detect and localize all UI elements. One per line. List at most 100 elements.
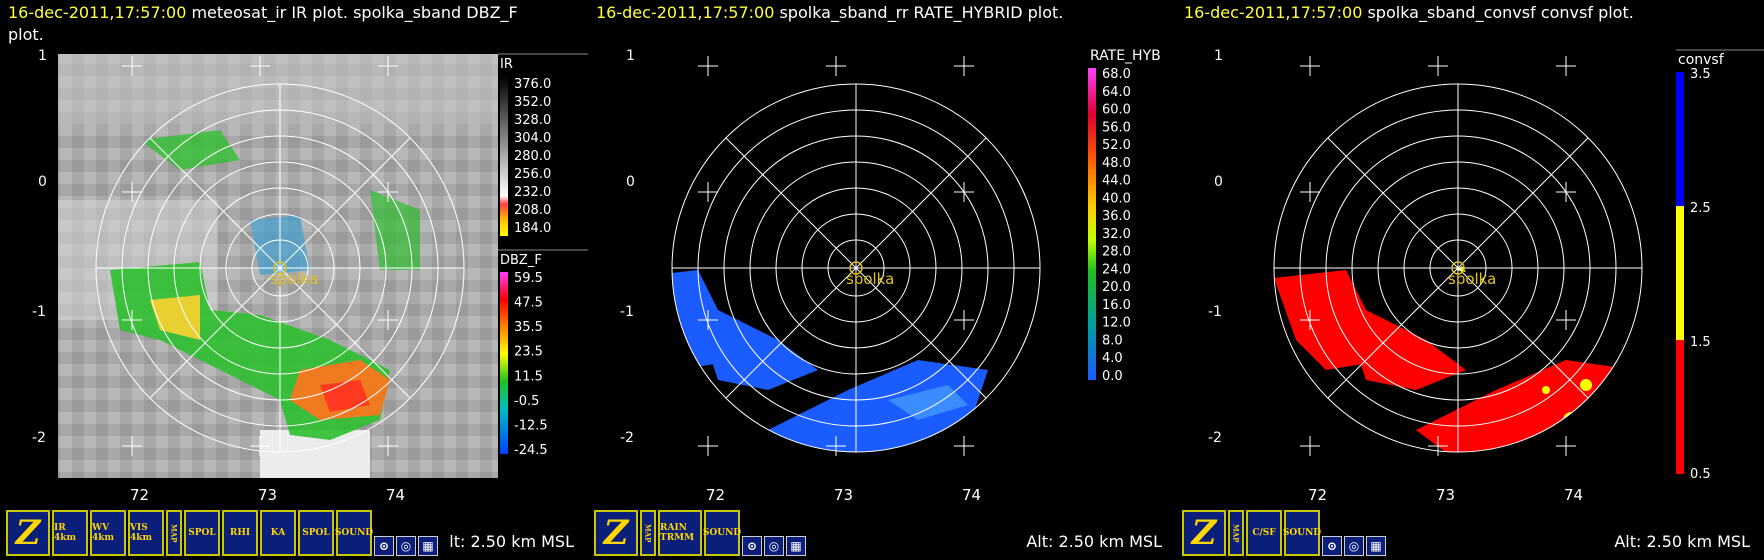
legend-tick: 0.0 xyxy=(1102,369,1123,384)
x-tick: 74 xyxy=(1564,486,1583,504)
legend-tick: 20.0 xyxy=(1102,280,1131,295)
legend-tick: 60.0 xyxy=(1102,103,1131,118)
ka-button[interactable]: KA xyxy=(260,510,296,556)
legend-tick: -24.5 xyxy=(514,443,548,458)
sounding-button[interactable]: SOUND xyxy=(1283,510,1321,556)
zoom-button[interactable]: Z xyxy=(6,510,50,556)
title-text: meteosat_ir IR plot. spolka_sband DBZ_F xyxy=(186,3,518,22)
grid-icon[interactable]: ▦ xyxy=(418,536,438,556)
rain-trmm-button[interactable]: RAIN TRMM xyxy=(658,510,702,556)
range-ring-icon[interactable]: ◎ xyxy=(396,536,416,556)
legend-tick: 64.0 xyxy=(1102,85,1131,100)
legend-title: DBZ_F xyxy=(500,253,542,268)
ir-colorbar xyxy=(500,76,508,236)
legend-tick: 8.0 xyxy=(1102,333,1123,348)
legend-tick: 3.5 xyxy=(1690,67,1711,82)
grid-icon[interactable]: ▦ xyxy=(1366,536,1386,556)
sounding-button[interactable]: SOUND xyxy=(703,510,741,556)
y-tick: -1 xyxy=(1208,304,1222,320)
legend-tick: 24.0 xyxy=(1102,262,1131,277)
legend-tick: 4.0 xyxy=(1102,351,1123,366)
legend-tick: 56.0 xyxy=(1102,120,1131,135)
legend-tick: 11.5 xyxy=(514,369,543,384)
radar-station-icon xyxy=(273,261,287,275)
rate-colorbar xyxy=(1088,68,1096,380)
y-tick: -2 xyxy=(1208,430,1222,446)
legend-tick: 28.0 xyxy=(1102,245,1131,260)
zoom-button[interactable]: Z xyxy=(1182,510,1226,556)
spol2-button[interactable]: SPOL xyxy=(298,510,334,556)
legend-tick: 0.5 xyxy=(1690,467,1711,482)
legend-tick: 47.5 xyxy=(514,296,543,311)
y-tick: 1 xyxy=(1214,48,1223,64)
legend-tick: 232.0 xyxy=(514,185,551,200)
title-text: spolka_sband_rr RATE_HYBRID plot. xyxy=(774,3,1064,22)
legend-tick: -0.5 xyxy=(514,394,539,409)
panel-convsf: 16-dec-2011,17:57:00 spolka_sband_convsf… xyxy=(1176,0,1764,560)
map-button[interactable]: MAP xyxy=(166,510,182,556)
legend-title: IR xyxy=(500,57,513,72)
legend-tick: 304.0 xyxy=(514,131,551,146)
panel-title: 16-dec-2011,17:57:00 meteosat_ir IR plot… xyxy=(8,2,518,24)
range-ring-icon[interactable]: ◎ xyxy=(764,536,784,556)
altitude-label: Alt: 2.50 km MSL xyxy=(1026,532,1162,551)
target-icon[interactable]: ⊙ xyxy=(742,536,762,556)
ir-button[interactable]: IR 4km xyxy=(52,510,88,556)
legend-tick: 59.5 xyxy=(514,271,543,286)
legend-tick: 40.0 xyxy=(1102,191,1131,206)
legend-tick: 184.0 xyxy=(514,221,551,236)
x-tick: 73 xyxy=(834,486,853,504)
vis-button[interactable]: VIS 4km xyxy=(128,510,164,556)
colorbar-red xyxy=(1676,340,1684,474)
panel-ir-dbz: 16-dec-2011,17:57:00 meteosat_ir IR plot… xyxy=(0,0,588,560)
station-label: spolka xyxy=(846,270,894,288)
x-tick: 73 xyxy=(1436,486,1455,504)
legend-tick: 23.5 xyxy=(514,345,543,360)
legend-tick: 2.5 xyxy=(1690,201,1711,216)
x-tick: 73 xyxy=(258,486,277,504)
grid-icon[interactable]: ▦ xyxy=(786,536,806,556)
sounding-button[interactable]: SOUND xyxy=(335,510,373,556)
timestamp: 16-dec-2011,17:57:00 xyxy=(1184,3,1363,22)
legend-tick: 280.0 xyxy=(514,149,551,164)
wv-button[interactable]: WV 4km xyxy=(90,510,126,556)
x-tick: 72 xyxy=(130,486,149,504)
toolbar: Z IR 4km WV 4km VIS 4km MAP SPOL RHI KA … xyxy=(6,508,438,556)
spol-button[interactable]: SPOL xyxy=(184,510,220,556)
legend-tick: 376.0 xyxy=(514,77,551,92)
convsf-plot[interactable]: spolka 1 0 -1 -2 72 73 74 convsf 3.5 2.5… xyxy=(1176,40,1764,508)
y-tick: -2 xyxy=(620,430,634,446)
panel-title: 16-dec-2011,17:57:00 spolka_sband_convsf… xyxy=(1184,2,1634,24)
legend-tick: 32.0 xyxy=(1102,227,1131,242)
y-tick: -1 xyxy=(620,304,634,320)
zoom-button[interactable]: Z xyxy=(594,510,638,556)
legend-tick: 44.0 xyxy=(1102,174,1131,189)
y-tick: -2 xyxy=(32,430,46,446)
target-icon[interactable]: ⊙ xyxy=(374,536,394,556)
altitude-label: Alt: 2.50 km MSL xyxy=(1614,532,1750,551)
map-button[interactable]: MAP xyxy=(640,510,656,556)
toolbar: Z MAP C/SF SOUND ⊙ ◎ ▦ xyxy=(1182,508,1386,556)
legend-tick: 12.0 xyxy=(1102,316,1131,331)
target-icon[interactable]: ⊙ xyxy=(1322,536,1342,556)
x-tick: 72 xyxy=(706,486,725,504)
rhi-button[interactable]: RHI xyxy=(222,510,258,556)
y-tick: 0 xyxy=(38,174,47,190)
radar-station-icon xyxy=(849,261,863,275)
map-button[interactable]: MAP xyxy=(1228,510,1244,556)
dbz-colorbar xyxy=(500,272,508,454)
radar-station-icon xyxy=(1451,261,1465,275)
rate-hybrid-plot[interactable]: spolka 1 0 -1 -2 72 73 74 RATE_HYB 68.0 6… xyxy=(588,40,1176,508)
panel-rate-hybrid: 16-dec-2011,17:57:00 spolka_sband_rr RAT… xyxy=(588,0,1176,560)
range-ring-icon[interactable]: ◎ xyxy=(1344,536,1364,556)
csf-button[interactable]: C/SF xyxy=(1246,510,1282,556)
x-tick: 74 xyxy=(386,486,405,504)
ir-dbz-plot[interactable]: spolka 1 0 -1 -2 72 73 74 IR 376.0 352.0 3… xyxy=(0,40,588,508)
timestamp: 16-dec-2011,17:57:00 xyxy=(596,3,775,22)
y-tick: -1 xyxy=(32,304,46,320)
station-label: spolka xyxy=(270,270,318,288)
legend-title: RATE_HYB xyxy=(1090,48,1161,64)
panel-title-line2: plot. xyxy=(8,25,44,44)
station-label: spolka xyxy=(1448,270,1496,288)
legend-tick: 68.0 xyxy=(1102,67,1131,82)
